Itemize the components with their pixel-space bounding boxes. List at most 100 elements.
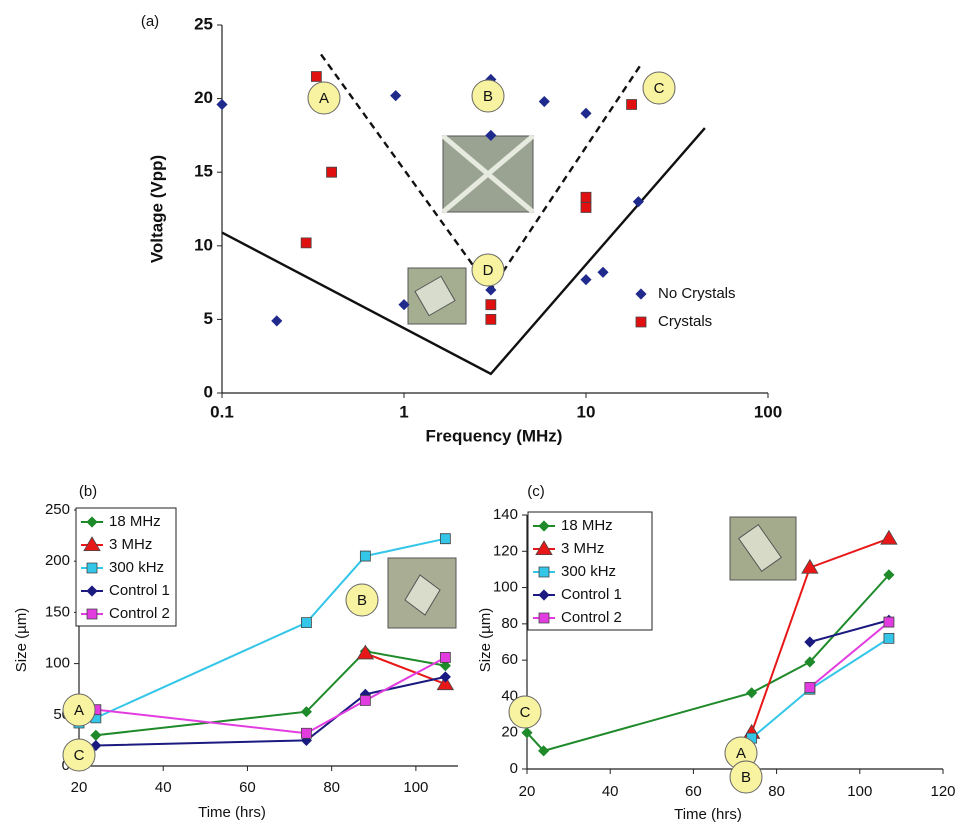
series-line [96,657,446,733]
x-tick-label: 60 [239,779,256,796]
marker [884,617,894,627]
panel-label: (c) [527,483,545,500]
series-line [752,638,889,738]
marker [360,551,370,561]
marker [360,695,370,705]
marker [539,567,549,577]
marker [327,167,337,177]
marker [747,688,757,698]
legend-label: Control 2 [561,609,622,626]
y-tick-label: 100 [493,579,518,596]
annotation: C [654,80,665,97]
y-tick-label: 20 [194,88,213,107]
y-tick-label: 80 [501,615,518,632]
y-tick-label: 25 [194,14,213,33]
marker [440,534,450,544]
x-tick-label: 100 [403,779,428,796]
annotation: D [483,262,494,279]
legend-label: Control 1 [561,586,622,603]
x-axis-label: Time (hrs) [198,804,266,821]
marker [539,97,549,107]
legend-label: 300 kHz [109,559,164,576]
marker [598,267,608,277]
marker [581,203,591,213]
y-tick-label: 250 [45,501,70,518]
y-axis-label: Voltage (Vpp) [147,155,166,263]
y-axis-label: Size (µm) [477,608,494,672]
marker [217,99,227,109]
legend-label: 3 MHz [109,536,152,553]
y-tick-label: 150 [45,603,70,620]
x-axis-label: Time (hrs) [674,806,742,823]
marker [805,682,815,692]
marker [87,609,97,619]
marker [581,108,591,118]
x-tick-label: 100 [847,783,872,800]
figure: 0.1 1 10 100 0 5 10 15 20 25 (a) Frequency (MHz) Vol… [0,0,969,827]
x-tick-label: 20 [519,783,536,800]
x-tick-label: 1 [399,402,408,421]
annotation: B [483,88,493,105]
x-tick-label: 60 [685,783,702,800]
marker [633,197,643,207]
y-tick-label: 120 [493,542,518,559]
y-tick-label: 15 [194,162,213,181]
marker [301,238,311,248]
marker [440,652,450,662]
marker [486,314,496,324]
y-tick-label: 200 [45,552,70,569]
x-tick-label: 40 [155,779,172,796]
legend-label: 18 MHz [109,513,161,530]
legend-label: No Crystals [658,285,736,302]
y-tick-label: 140 [493,506,518,523]
x-tick-label: 10 [577,402,596,421]
legend-label: 3 MHz [561,540,604,557]
marker [91,730,101,740]
marker [486,300,496,310]
legend-label: Control 2 [109,605,170,622]
marker [881,531,897,545]
annotation: B [357,592,367,609]
marker [301,728,311,738]
y-tick-label: 60 [501,651,518,668]
x-tick-label: 80 [768,783,785,800]
legend-label: Control 1 [109,582,170,599]
y-tick-label: 20 [501,724,518,741]
legend-label: 18 MHz [561,517,613,534]
marker [805,637,815,647]
legend-label: Crystals [658,313,712,330]
annotation: A [736,745,746,762]
x-tick-label: 20 [71,779,88,796]
annotation: C [74,747,85,764]
marker [627,99,637,109]
marker [581,192,591,202]
x-tick-label: 80 [323,779,340,796]
marker [539,613,549,623]
y-tick-label: 0 [204,382,213,401]
legend-label: 300 kHz [561,563,616,580]
marker [311,72,321,82]
x-axis-label: Frequency (MHz) [426,426,563,445]
marker [87,563,97,573]
marker [391,91,401,101]
y-tick-label: 5 [204,309,213,328]
x-tick-label: 0.1 [210,402,234,421]
marker [272,316,282,326]
marker [884,633,894,643]
annotation: C [520,704,531,721]
y-axis-label: Size (µm) [13,608,30,672]
marker [636,317,646,327]
series-line [96,677,446,746]
panel-label: (a) [141,13,159,30]
annotation: A [74,702,84,719]
x-tick-label: 40 [602,783,619,800]
x-tick-label: 120 [930,783,955,800]
panel-label: (b) [79,483,97,500]
annotation: B [741,769,751,786]
y-tick-label: 100 [45,655,70,672]
marker [581,275,591,285]
marker [301,618,311,628]
marker [440,672,450,682]
y-tick-label: 10 [194,235,213,254]
x-tick-label: 100 [754,402,782,421]
